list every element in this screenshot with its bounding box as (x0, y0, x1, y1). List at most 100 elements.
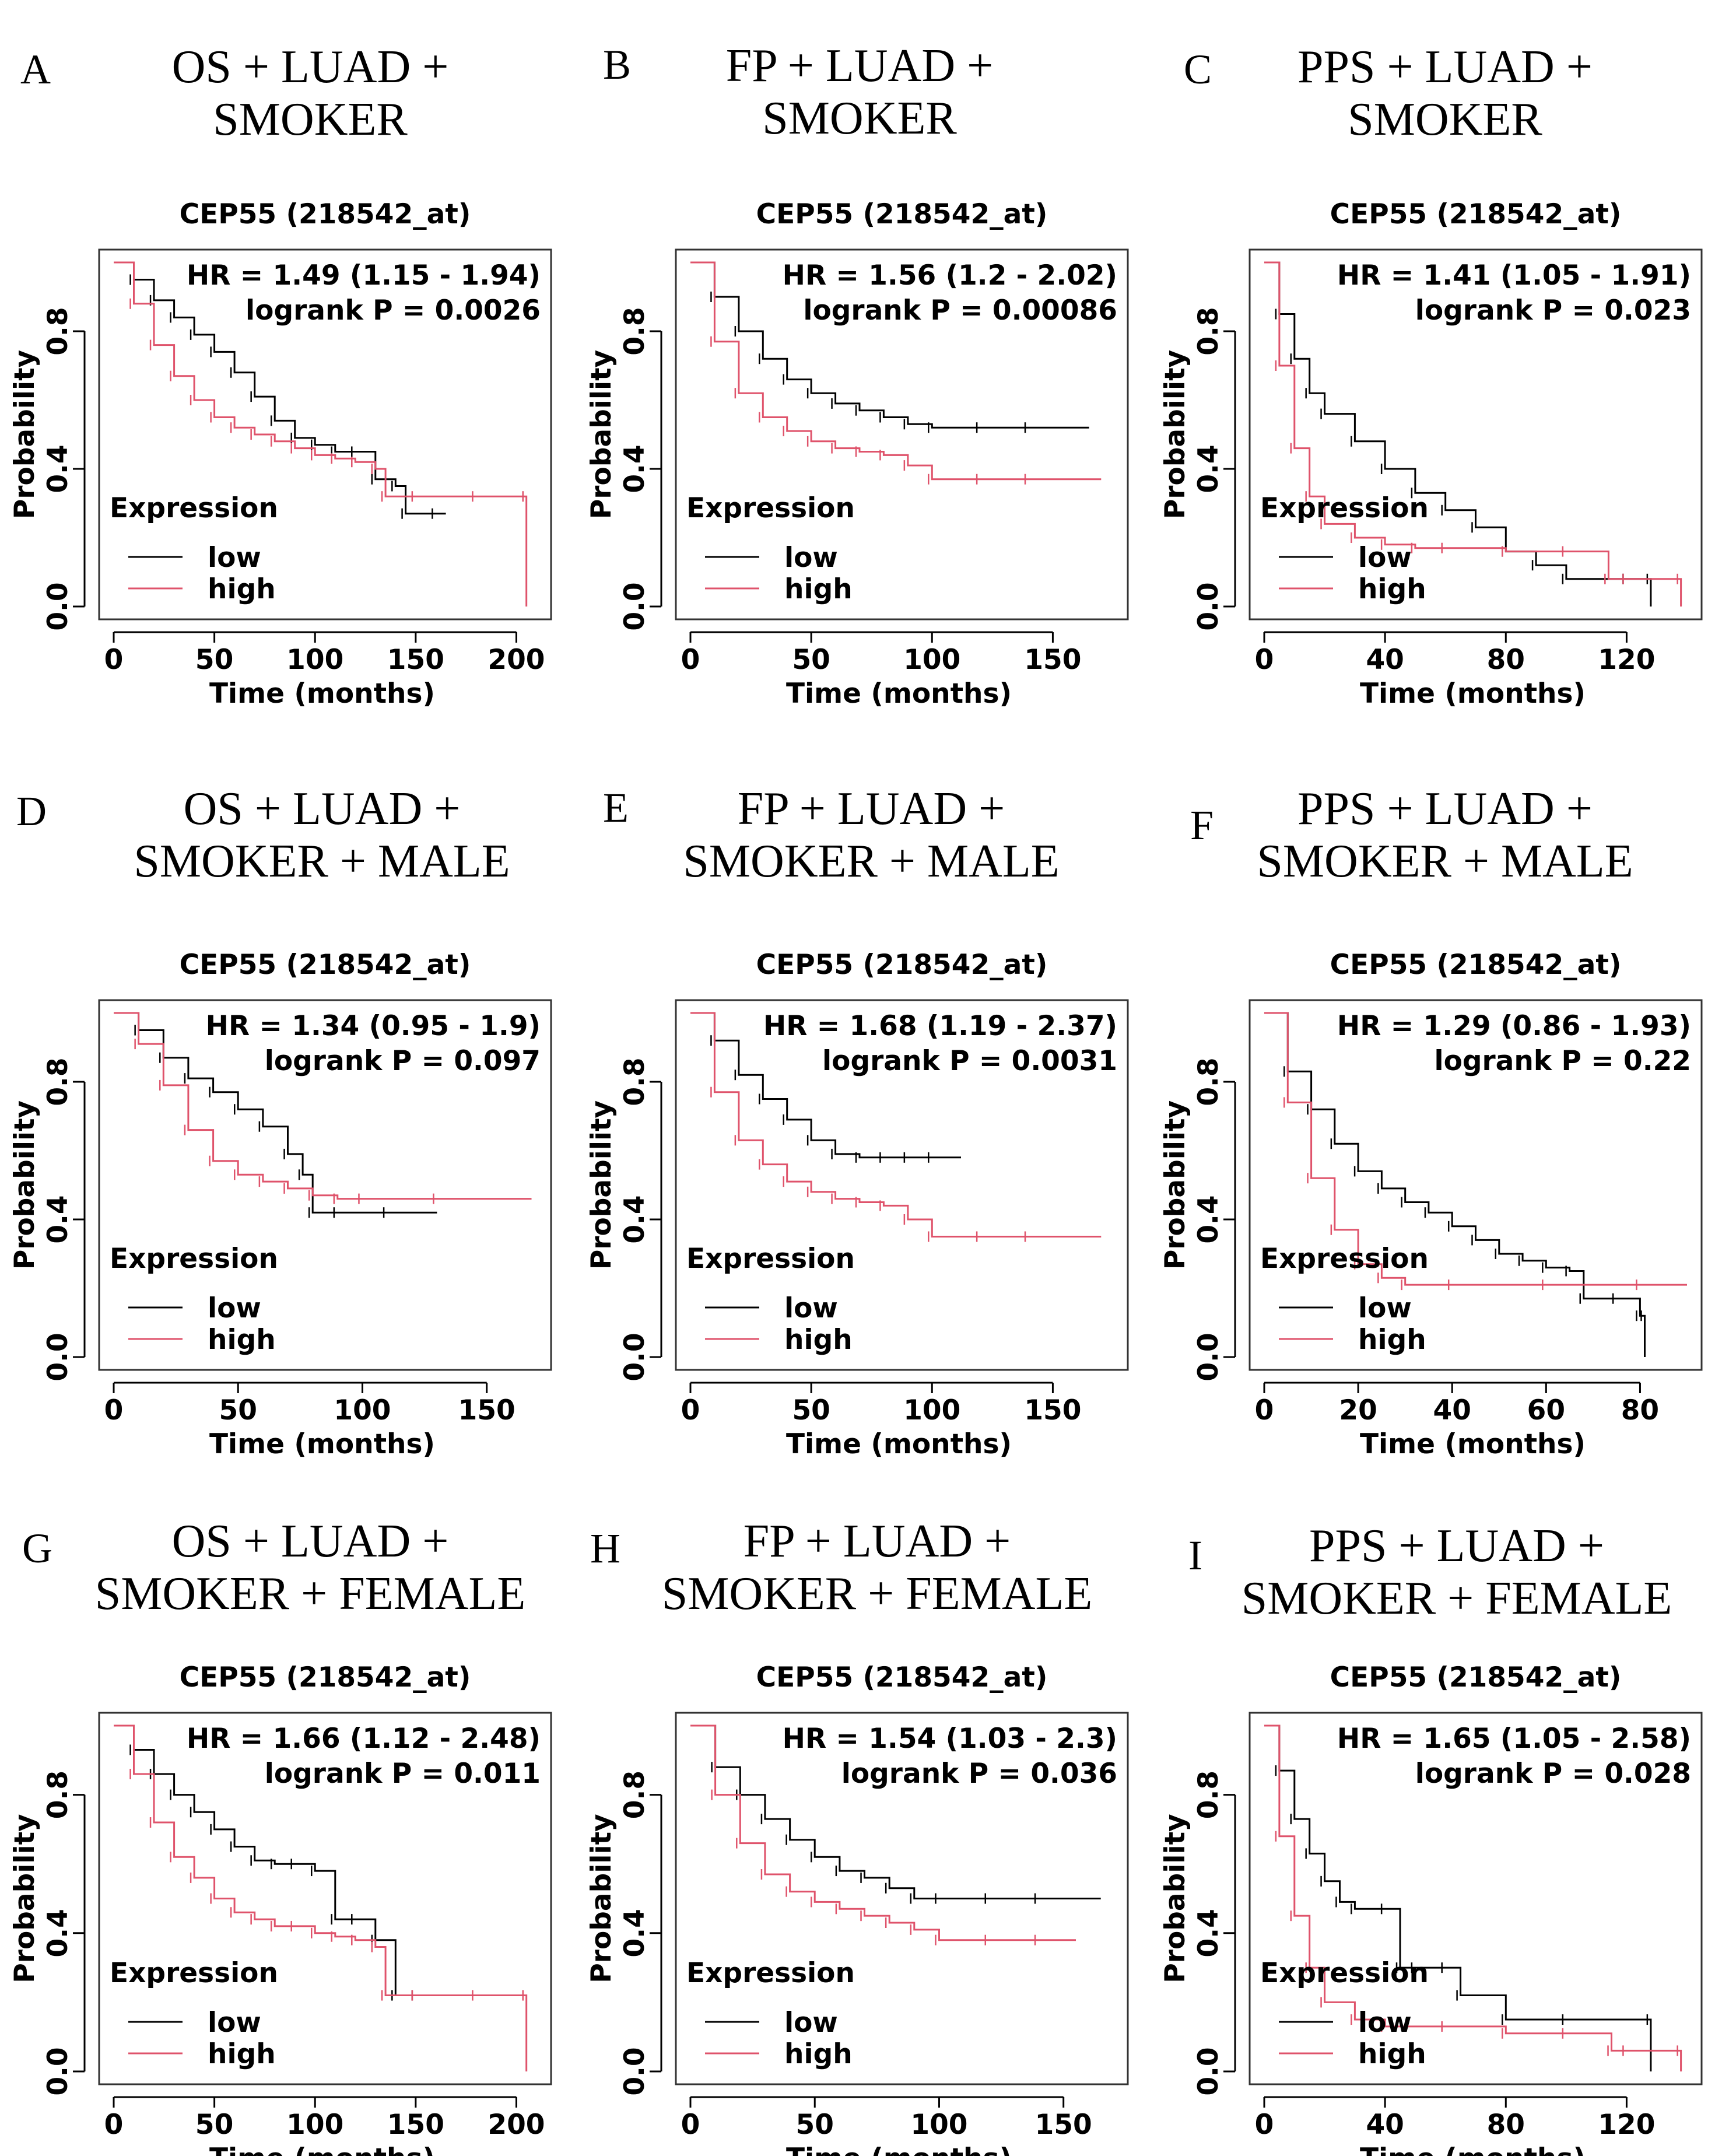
hr-annotation: HR = 1.54 (1.03 - 2.3) (783, 1723, 1117, 1755)
x-tick-label: 200 (488, 2109, 545, 2141)
x-tick-label: 200 (488, 644, 545, 676)
plot-title: CEP55 (218542_at) (1330, 198, 1622, 230)
x-tick-label: 150 (458, 1394, 515, 1426)
y-axis-label: Probability (585, 350, 618, 519)
legend-title: Expression (110, 1243, 278, 1275)
panel-title-line1: FP + LUAD + (743, 1516, 1011, 1567)
curve-high (690, 1012, 1102, 1237)
panel-title-line2: SMOKER (762, 93, 957, 144)
panel-a: A OS + LUAD + SMOKER CEP55 (218542_at) 0.… (0, 0, 574, 718)
legend-label-high: high (208, 573, 276, 605)
hr-annotation: HR = 1.49 (1.15 - 1.94) (187, 260, 541, 292)
x-tick-label: 100 (334, 1394, 391, 1426)
x-tick-label: 100 (903, 644, 960, 676)
y-tick-label: 0.0 (619, 582, 651, 630)
plot-title: CEP55 (218542_at) (1330, 949, 1622, 981)
y-axis-label: Probability (1159, 1100, 1191, 1270)
x-tick-label: 40 (1366, 644, 1404, 676)
panel-title: OS + LUAD + SMOKER + MALE (65, 783, 578, 888)
legend-title: Expression (110, 492, 278, 524)
curve-low (690, 261, 1089, 429)
panel-d: D OS + LUAD + SMOKER + MALE CEP55 (21854… (0, 718, 574, 1460)
panel-label: F (1190, 802, 1214, 849)
plot-frame (98, 999, 552, 1371)
panel-title-line1: OS + LUAD + (171, 41, 449, 93)
plot-title: CEP55 (218542_at) (756, 198, 1048, 230)
curve-low (1264, 261, 1652, 607)
panel-title: PPS + LUAD + SMOKER + FEMALE (1188, 1520, 1722, 1625)
legend-title: Expression (1260, 492, 1429, 524)
y-tick-label: 0.8 (42, 1771, 74, 1819)
x-tick-label: 150 (387, 2109, 444, 2141)
panel-label: I (1188, 1532, 1202, 1579)
curve-low (114, 261, 446, 515)
y-tick-label: 0.4 (1193, 444, 1225, 493)
logrank-annotation: logrank P = 0.0026 (246, 295, 541, 327)
panel-title: FP + LUAD + SMOKER + MALE (609, 783, 1134, 888)
x-tick-label: 150 (1024, 1394, 1081, 1426)
y-tick-label: 0.8 (42, 307, 74, 355)
logrank-annotation: logrank P = 0.00086 (803, 295, 1117, 327)
panel-title-line1: PPS + LUAD + (1309, 1520, 1604, 1572)
hr-annotation: HR = 1.66 (1.12 - 2.48) (187, 1723, 541, 1755)
y-axis-label: Probability (1159, 1814, 1191, 1983)
plot-frame (1248, 999, 1703, 1371)
panel-label: H (590, 1525, 620, 1572)
y-tick-label: 0.4 (1193, 1195, 1225, 1243)
x-tick-label: 150 (1035, 2109, 1092, 2141)
panel-title: PPS + LUAD + SMOKER + MALE (1188, 783, 1702, 888)
plot-title: CEP55 (218542_at) (180, 1661, 471, 1694)
panel-title-line1: PPS + LUAD + (1297, 783, 1593, 835)
panel-title-line1: FP + LUAD + (725, 40, 994, 92)
panel-title-line2: SMOKER + FEMALE (1241, 1573, 1672, 1624)
plot-frame (675, 1712, 1129, 2085)
x-axis-label: Time (months) (1360, 678, 1586, 710)
x-axis-label: Time (months) (786, 1428, 1012, 1460)
panel-label: C (1184, 46, 1212, 93)
curve-low (690, 1012, 961, 1159)
hr-annotation: HR = 1.56 (1.2 - 2.02) (783, 260, 1117, 292)
curve-high (690, 261, 1102, 481)
legend-label-high: high (784, 2038, 853, 2070)
panel-label: E (603, 784, 629, 831)
x-tick-label: 50 (792, 1394, 830, 1426)
x-tick-label: 80 (1487, 644, 1525, 676)
panel-label: A (20, 46, 51, 93)
y-tick-label: 0.8 (1193, 1057, 1225, 1106)
legend-label-low: low (784, 1292, 838, 1324)
legend-label-low: low (1358, 542, 1412, 574)
x-axis-label: Time (months) (1360, 1428, 1586, 1460)
y-axis-label: Probability (1159, 350, 1191, 519)
x-axis-label: Time (months) (786, 2143, 1012, 2156)
hr-annotation: HR = 1.34 (0.95 - 1.9) (206, 1010, 541, 1042)
panel-title-line2: SMOKER + MALE (1257, 836, 1633, 887)
panel-title: PPS + LUAD + SMOKER (1200, 41, 1690, 146)
x-tick-label: 50 (195, 2109, 233, 2141)
y-tick-label: 0.4 (619, 1909, 651, 1957)
panel-title-line1: OS + LUAD + (171, 1516, 449, 1567)
x-tick-label: 100 (910, 2109, 967, 2141)
y-axis-label: Probability (585, 1814, 618, 1983)
plot-frame (98, 248, 552, 620)
plot-frame (675, 248, 1129, 620)
x-tick-label: 0 (104, 2109, 124, 2141)
x-tick-label: 60 (1527, 1394, 1565, 1426)
x-tick-label: 0 (681, 2109, 700, 2141)
y-tick-label: 0.8 (619, 1057, 651, 1106)
curve-high (690, 1724, 1076, 1941)
plot-title: CEP55 (218542_at) (756, 949, 1048, 981)
logrank-annotation: logrank P = 0.22 (1434, 1045, 1691, 1077)
y-tick-label: 0.0 (1193, 2047, 1225, 2095)
y-tick-label: 0.8 (619, 1771, 651, 1819)
logrank-annotation: logrank P = 0.097 (265, 1045, 541, 1077)
y-axis-label: Probability (9, 1814, 41, 1983)
x-axis-label: Time (months) (209, 1428, 435, 1460)
y-tick-label: 0.0 (42, 1333, 74, 1381)
legend-title: Expression (1260, 1957, 1429, 1989)
x-tick-label: 0 (1255, 644, 1274, 676)
panel-title-line1: PPS + LUAD + (1297, 41, 1593, 93)
